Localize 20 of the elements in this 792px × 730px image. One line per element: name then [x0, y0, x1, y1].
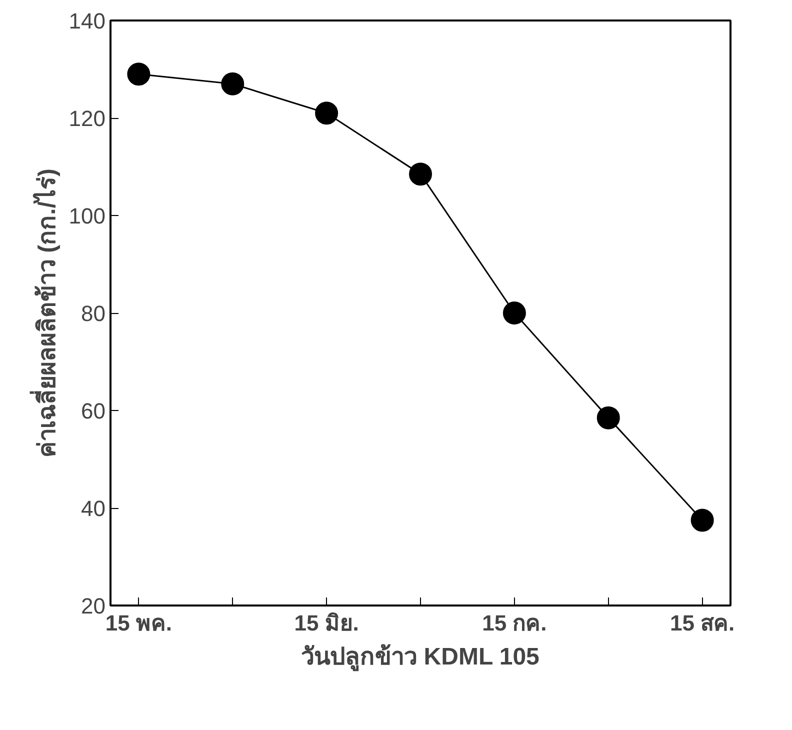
- y-tick-label: 140: [68, 8, 106, 34]
- point: [502, 302, 526, 324]
- y-tick-label: 60: [81, 398, 106, 424]
- point: [409, 162, 432, 186]
- point: [315, 102, 338, 125]
- y-tick-label: 40: [81, 496, 106, 521]
- x-axis-title: วันปลูกข้าว KDML 105: [301, 644, 540, 672]
- y-tick-label: 20: [81, 594, 106, 618]
- y-tick-label: 80: [81, 301, 106, 326]
- y-tick-label: 100: [68, 204, 106, 228]
- y-axis-title: ค่าเฉลี่ยผลผลิตข้าว (กก./ไร่): [28, 168, 61, 458]
- x-tick-label: 15 มิย.: [294, 610, 359, 636]
- x-tick-label: 15 สค.: [670, 610, 735, 636]
- y-tick-label: 120: [68, 106, 106, 131]
- x-tick-label: 15 กค.: [482, 610, 547, 636]
- x-tick-label: 15 พค.: [105, 610, 172, 636]
- point: [221, 72, 244, 96]
- point: [127, 62, 150, 86]
- point: [596, 406, 620, 430]
- point: [690, 508, 714, 532]
